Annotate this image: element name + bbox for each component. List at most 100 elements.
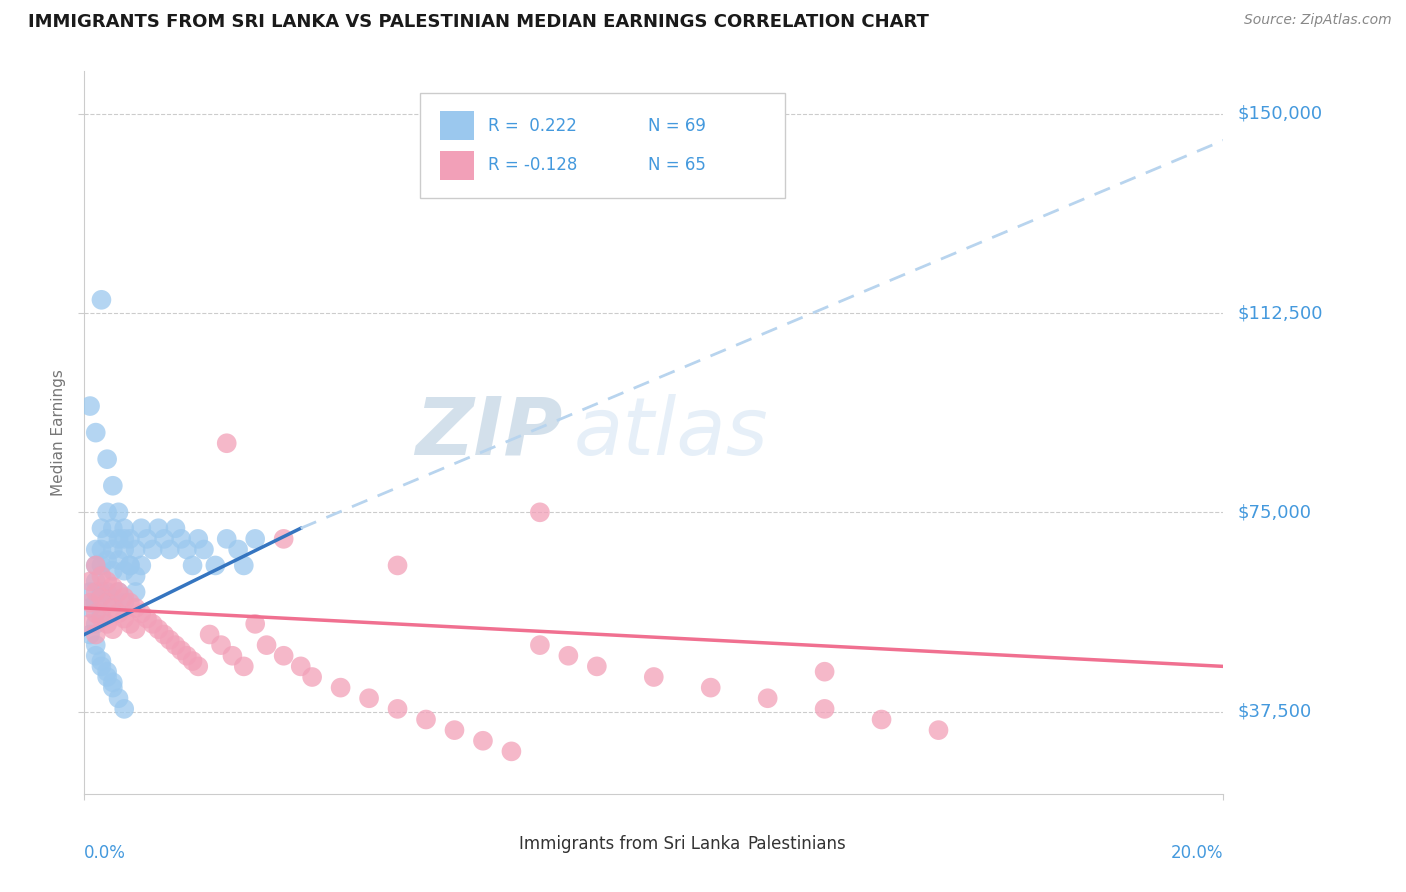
- FancyBboxPatch shape: [440, 112, 474, 140]
- Point: [176, 542, 198, 557]
- Point: [443, 723, 465, 738]
- Point: [90, 521, 112, 535]
- Text: $75,000: $75,000: [1237, 503, 1312, 521]
- Point: [232, 659, 254, 673]
- Point: [112, 542, 135, 557]
- Point: [101, 564, 124, 578]
- Point: [96, 532, 118, 546]
- Point: [756, 691, 779, 706]
- Text: Source: ZipAtlas.com: Source: ZipAtlas.com: [1244, 13, 1392, 28]
- Point: [176, 648, 198, 663]
- Point: [101, 580, 124, 594]
- Point: [472, 733, 495, 747]
- Point: [107, 553, 129, 567]
- Point: [101, 479, 124, 493]
- Point: [84, 638, 107, 652]
- Point: [301, 670, 323, 684]
- Point: [415, 713, 437, 727]
- Point: [256, 638, 278, 652]
- Point: [112, 532, 135, 546]
- Point: [101, 675, 124, 690]
- Point: [84, 558, 107, 573]
- Point: [193, 542, 215, 557]
- Point: [90, 293, 112, 307]
- Point: [90, 569, 112, 583]
- Point: [107, 585, 129, 599]
- Point: [153, 627, 176, 641]
- Point: [215, 436, 238, 450]
- Point: [96, 553, 118, 567]
- Point: [79, 616, 101, 631]
- Point: [181, 654, 204, 668]
- Point: [79, 585, 101, 599]
- Point: [96, 670, 118, 684]
- Point: [84, 648, 107, 663]
- Point: [101, 596, 124, 610]
- Point: [148, 622, 170, 636]
- Point: [118, 616, 141, 631]
- Text: 20.0%: 20.0%: [1171, 845, 1223, 863]
- Point: [198, 627, 221, 641]
- Point: [136, 611, 159, 625]
- Point: [84, 607, 107, 621]
- Point: [131, 558, 153, 573]
- Point: [273, 648, 295, 663]
- Point: [96, 585, 118, 599]
- Point: [131, 521, 153, 535]
- Point: [107, 585, 129, 599]
- Point: [159, 542, 181, 557]
- Point: [124, 569, 146, 583]
- FancyBboxPatch shape: [440, 151, 474, 180]
- Point: [90, 659, 112, 673]
- Point: [142, 616, 165, 631]
- Point: [112, 521, 135, 535]
- Text: $37,500: $37,500: [1237, 703, 1312, 721]
- Point: [215, 532, 238, 546]
- Point: [118, 558, 141, 573]
- Point: [79, 601, 101, 615]
- Point: [107, 607, 129, 621]
- Point: [118, 532, 141, 546]
- FancyBboxPatch shape: [489, 838, 513, 852]
- Point: [112, 591, 135, 605]
- Point: [387, 702, 409, 716]
- Point: [159, 632, 181, 647]
- Point: [79, 627, 101, 641]
- Point: [84, 542, 107, 557]
- Point: [79, 399, 101, 413]
- Point: [153, 532, 176, 546]
- Point: [101, 681, 124, 695]
- Point: [112, 564, 135, 578]
- Point: [84, 558, 107, 573]
- Point: [131, 607, 153, 621]
- Text: Immigrants from Sri Lanka: Immigrants from Sri Lanka: [519, 836, 741, 854]
- Point: [204, 558, 226, 573]
- Text: R = -0.128: R = -0.128: [488, 156, 576, 174]
- Point: [586, 659, 609, 673]
- Text: Palestinians: Palestinians: [747, 836, 846, 854]
- Point: [112, 596, 135, 610]
- Point: [79, 574, 101, 589]
- Point: [96, 665, 118, 679]
- Point: [181, 558, 204, 573]
- Point: [273, 532, 295, 546]
- Point: [118, 596, 141, 610]
- Point: [387, 558, 409, 573]
- Point: [96, 574, 118, 589]
- Point: [124, 601, 146, 615]
- Point: [232, 558, 254, 573]
- Point: [84, 627, 107, 641]
- Point: [96, 452, 118, 467]
- Point: [124, 622, 146, 636]
- Point: [187, 659, 209, 673]
- Point: [529, 638, 551, 652]
- Point: [112, 611, 135, 625]
- Point: [90, 654, 112, 668]
- Point: [170, 532, 193, 546]
- Point: [101, 542, 124, 557]
- Point: [118, 558, 141, 573]
- Point: [209, 638, 232, 652]
- Point: [359, 691, 381, 706]
- Text: IMMIGRANTS FROM SRI LANKA VS PALESTINIAN MEDIAN EARNINGS CORRELATION CHART: IMMIGRANTS FROM SRI LANKA VS PALESTINIAN…: [28, 13, 929, 31]
- Point: [112, 702, 135, 716]
